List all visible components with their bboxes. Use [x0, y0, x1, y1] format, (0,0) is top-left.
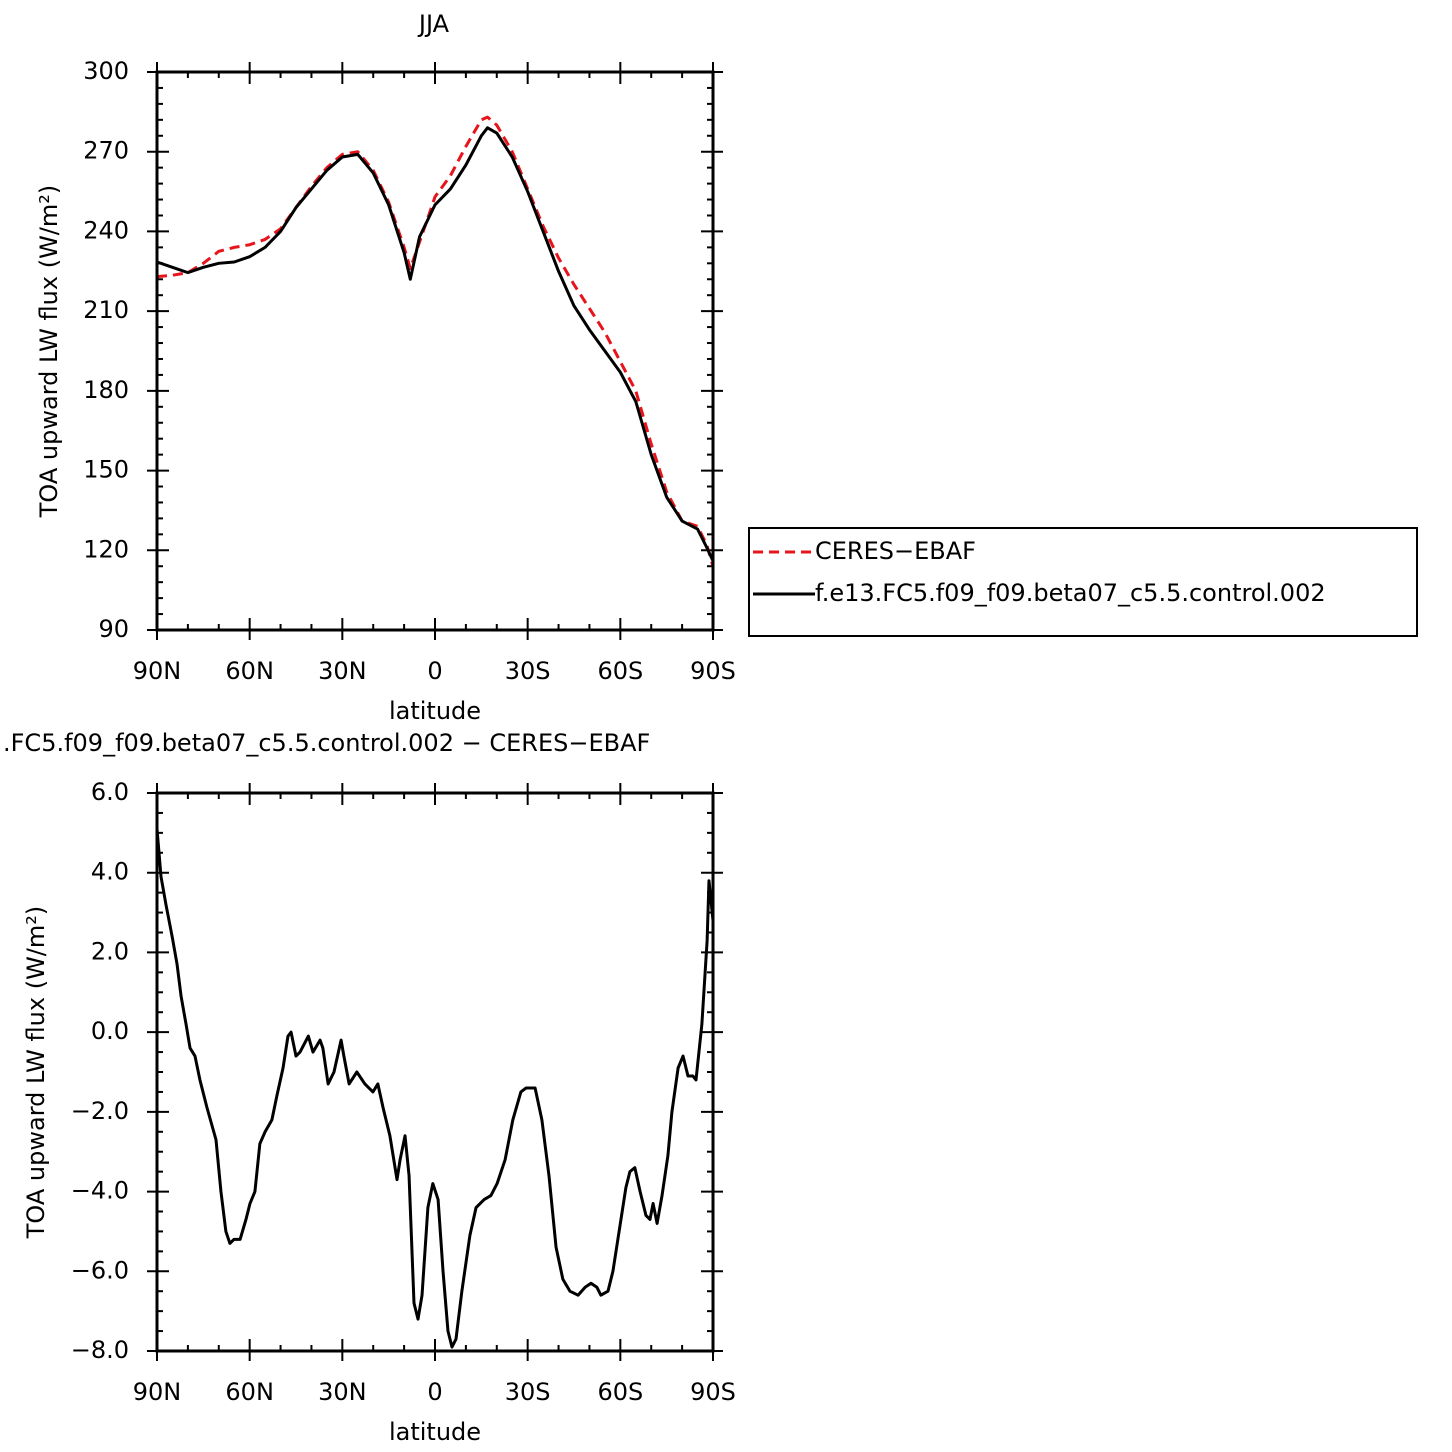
- x-tick-label: 30N: [318, 1378, 367, 1406]
- legend-box: [748, 527, 1418, 637]
- y-tick-label: 270: [83, 137, 129, 165]
- x-tick-label: 90N: [133, 657, 182, 685]
- x-tick-label: 60S: [597, 1378, 643, 1406]
- y-tick-label: 300: [83, 57, 129, 85]
- x-axis-label: latitude: [389, 1418, 481, 1446]
- y-tick-label: −4.0: [71, 1177, 129, 1205]
- x-tick-label: 60S: [597, 657, 643, 685]
- y-tick-label: −8.0: [71, 1336, 129, 1364]
- x-tick-label: 60N: [225, 657, 274, 685]
- y-tick-label: 2.0: [91, 937, 129, 965]
- x-tick-label: 90S: [690, 1378, 736, 1406]
- x-tick-label: 30S: [505, 657, 551, 685]
- data-line: [155, 828, 715, 1349]
- y-tick-label: 180: [83, 376, 129, 404]
- y-tick-label: 150: [83, 456, 129, 484]
- plot-frame: [155, 70, 715, 632]
- data-line: [156, 126, 715, 562]
- x-tick-label: 0: [427, 1378, 442, 1406]
- x-axis-label: latitude: [389, 697, 481, 725]
- y-axis-label: TOA upward LW flux (W/m²): [35, 185, 63, 519]
- panel: .FC5.f09_f09.beta07_c5.5.control.002 − C…: [3, 729, 736, 1446]
- y-tick-label: 4.0: [91, 858, 129, 886]
- chart-title: JJA: [417, 10, 450, 38]
- y-tick-label: 120: [83, 535, 129, 563]
- y-axis-label: TOA upward LW flux (W/m²): [22, 906, 50, 1240]
- x-tick-label: 30N: [318, 657, 367, 685]
- y-tick-label: 0.0: [91, 1017, 129, 1045]
- panel: JJA latitude TOA upward LW flux (W/m²) 90N 6…: [35, 10, 736, 725]
- data-line: [156, 115, 715, 567]
- legend: CERES−EBAF f.e13.FC5.f09_f09.beta07_c5.5.…: [748, 527, 1418, 637]
- x-tick-label: 30S: [505, 1378, 551, 1406]
- plot-frame: [155, 791, 715, 1353]
- y-tick-label: 90: [98, 615, 129, 643]
- y-tick-label: 240: [83, 216, 129, 244]
- y-tick-label: −6.0: [71, 1256, 129, 1284]
- x-tick-label: 60N: [225, 1378, 274, 1406]
- chart-title: .FC5.f09_f09.beta07_c5.5.control.002 − C…: [3, 729, 650, 757]
- y-tick-label: 210: [83, 296, 129, 324]
- y-tick-label: −2.0: [71, 1097, 129, 1125]
- x-tick-label: 0: [427, 657, 442, 685]
- legend-label: f.e13.FC5.f09_f09.beta07_c5.5.control.00…: [815, 579, 1326, 607]
- x-tick-label: 90S: [690, 657, 736, 685]
- y-tick-label: 6.0: [91, 778, 129, 806]
- legend-label: CERES−EBAF: [815, 537, 976, 565]
- x-tick-label: 90N: [133, 1378, 182, 1406]
